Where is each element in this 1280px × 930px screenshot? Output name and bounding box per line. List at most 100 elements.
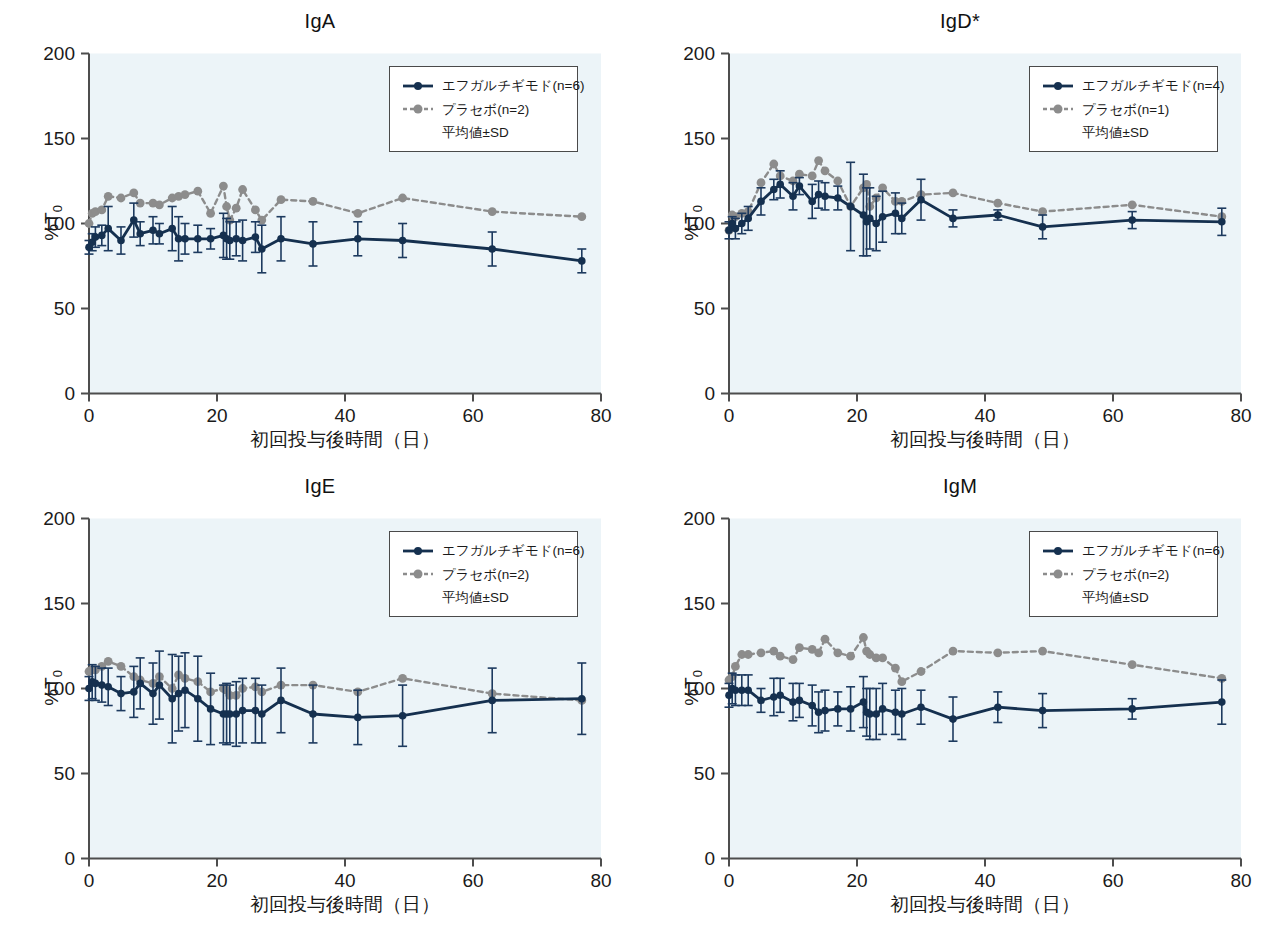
legend-label-placebo: プラセボ(n=2) xyxy=(442,565,529,585)
legend-item-treatment: エフガルチギモド(n=6) xyxy=(403,76,569,96)
data-point-marker xyxy=(226,237,234,245)
data-point-marker xyxy=(130,688,138,696)
x-tick-label: 0 xyxy=(84,405,95,426)
data-point-marker xyxy=(898,215,906,223)
x-tick-label: 40 xyxy=(334,405,355,426)
treatment-line-sample-icon xyxy=(1043,80,1073,92)
data-point-marker xyxy=(776,652,785,661)
data-point-marker xyxy=(834,194,842,202)
x-tick-label: 20 xyxy=(846,405,867,426)
data-point-marker xyxy=(789,655,798,664)
y-tick-label: 50 xyxy=(694,763,715,784)
chart-title: IgM xyxy=(640,475,1280,498)
data-point-marker xyxy=(155,200,164,209)
y-tick-label: 200 xyxy=(683,43,715,64)
data-point-marker xyxy=(757,697,765,705)
chart-panel-igm: 020406080050100150200 IgM %T0 初回投与後時間（日）… xyxy=(640,465,1280,930)
data-point-marker xyxy=(892,210,900,218)
legend-label-mean-sd: 平均値±SD xyxy=(1082,588,1149,608)
data-point-marker xyxy=(808,198,816,206)
x-tick-label: 80 xyxy=(1230,405,1251,426)
data-point-marker xyxy=(949,715,957,723)
y-tick-label: 0 xyxy=(704,848,715,869)
data-point-marker xyxy=(878,654,887,663)
legend-label-treatment: エフガルチギモド(n=6) xyxy=(442,76,584,96)
x-tick-label: 60 xyxy=(1102,405,1123,426)
data-point-marker xyxy=(194,695,202,703)
data-point-marker xyxy=(193,187,202,196)
legend-item-treatment: エフガルチギモド(n=4) xyxy=(1043,76,1209,96)
data-point-marker xyxy=(994,211,1002,219)
data-point-marker xyxy=(725,692,733,700)
data-point-marker xyxy=(892,709,900,717)
data-point-marker xyxy=(732,225,740,233)
data-point-marker xyxy=(175,690,183,698)
data-point-marker xyxy=(1128,660,1137,669)
data-point-marker xyxy=(98,681,106,689)
data-point-marker xyxy=(776,692,784,700)
y-tick-label: 150 xyxy=(43,128,75,149)
legend-item-mean-sd: 平均値±SD xyxy=(403,588,569,608)
placebo-line-sample-icon xyxy=(403,568,433,580)
data-point-marker xyxy=(399,712,407,720)
data-point-marker xyxy=(898,710,906,718)
legend-item-treatment: エフガルチギモド(n=6) xyxy=(1043,541,1209,561)
data-point-marker xyxy=(949,647,958,656)
legend-label-placebo: プラセボ(n=2) xyxy=(442,100,529,120)
x-tick-label: 20 xyxy=(206,870,227,891)
data-point-marker xyxy=(1038,647,1047,656)
y-tick-label: 0 xyxy=(64,848,75,869)
x-tick-label: 60 xyxy=(462,870,483,891)
data-point-marker xyxy=(1128,200,1137,209)
data-point-marker xyxy=(993,199,1002,208)
data-point-marker xyxy=(488,245,496,253)
y-axis-label: %T0 xyxy=(681,205,706,241)
x-tick-label: 0 xyxy=(84,870,95,891)
y-tick-label: 50 xyxy=(54,763,75,784)
data-point-marker xyxy=(252,233,260,241)
data-point-marker xyxy=(993,648,1002,657)
y-axis-label: %T0 xyxy=(41,670,66,706)
y-tick-label: 200 xyxy=(43,43,75,64)
data-point-marker xyxy=(859,633,868,642)
x-tick-label: 80 xyxy=(1230,870,1251,891)
data-point-marker xyxy=(156,681,164,689)
data-point-marker xyxy=(860,698,868,706)
data-point-marker xyxy=(277,235,285,243)
x-tick-label: 60 xyxy=(1102,870,1123,891)
data-point-marker xyxy=(232,235,240,243)
data-point-marker xyxy=(354,714,362,722)
data-point-marker xyxy=(770,186,778,194)
y-tick-label: 0 xyxy=(64,383,75,404)
legend-label-placebo: プラセボ(n=1) xyxy=(1082,100,1169,120)
x-tick-label: 20 xyxy=(206,405,227,426)
placebo-line-sample-icon xyxy=(403,103,433,115)
data-point-marker xyxy=(353,209,362,218)
data-point-marker xyxy=(814,648,823,657)
legend-label-mean-sd: 平均値±SD xyxy=(1082,123,1149,143)
data-point-marker xyxy=(769,160,778,169)
data-point-marker xyxy=(879,213,887,221)
data-point-marker xyxy=(847,203,855,211)
legend-spacer xyxy=(1043,597,1073,598)
data-point-marker xyxy=(1128,705,1136,713)
data-point-marker xyxy=(258,245,266,253)
placebo-line-sample-icon xyxy=(1043,103,1073,115)
data-point-marker xyxy=(814,156,823,165)
data-point-marker xyxy=(130,216,138,224)
x-tick-label: 40 xyxy=(974,870,995,891)
data-point-marker xyxy=(860,211,868,219)
data-point-marker xyxy=(1128,216,1136,224)
data-point-marker xyxy=(104,225,112,233)
y-tick-label: 150 xyxy=(683,593,715,614)
data-point-marker xyxy=(168,695,176,703)
data-point-marker xyxy=(725,227,733,235)
data-point-marker xyxy=(821,166,830,175)
data-point-marker xyxy=(789,698,797,706)
data-point-marker xyxy=(104,657,113,666)
data-point-marker xyxy=(770,693,778,701)
legend: エフガルチギモド(n=6) プラセボ(n=2) 平均値±SD xyxy=(389,531,578,617)
data-point-marker xyxy=(879,705,887,713)
data-point-marker xyxy=(808,702,816,710)
data-point-marker xyxy=(488,207,497,216)
